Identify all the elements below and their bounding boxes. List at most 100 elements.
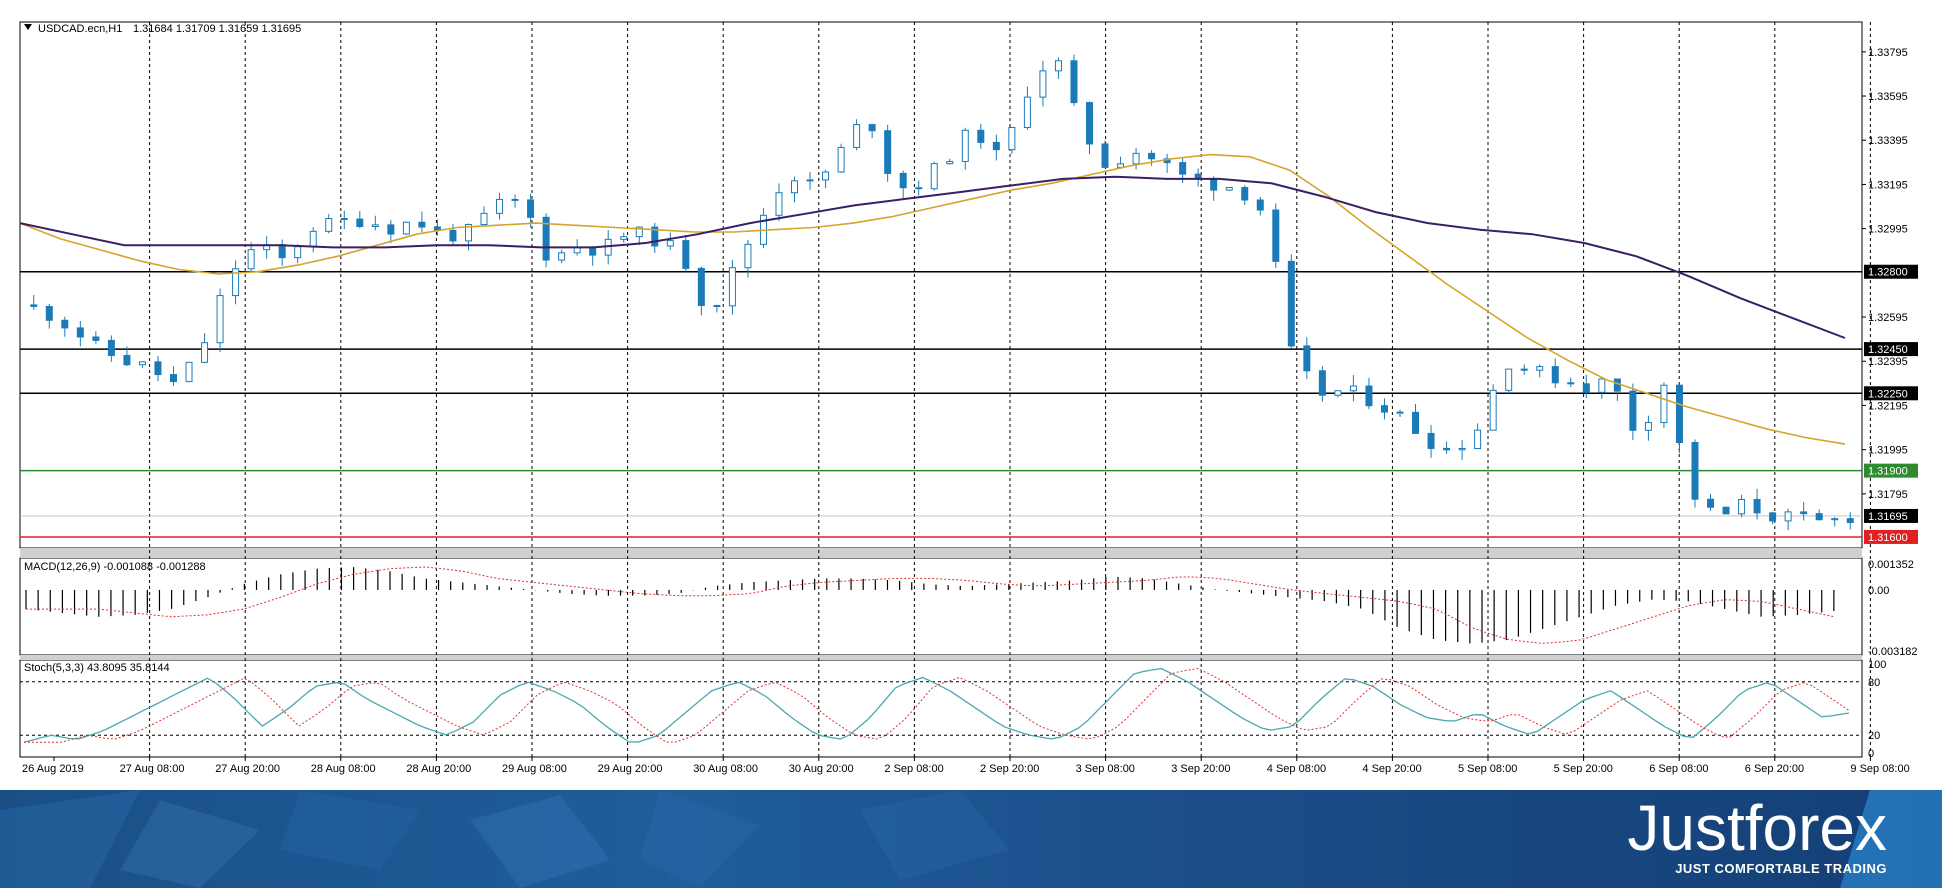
time-tick-label: 29 Aug 20:00 xyxy=(598,763,663,775)
candle-body xyxy=(30,304,38,307)
panel-separator xyxy=(20,655,1862,660)
candle-body xyxy=(1349,385,1357,392)
candle-body xyxy=(402,221,410,235)
candle-body xyxy=(744,243,752,269)
price-tick-label: 1.33195 xyxy=(1868,179,1908,191)
panel-frame xyxy=(19,557,1863,656)
candle-body xyxy=(1815,513,1823,521)
candle-body xyxy=(992,141,1000,151)
candle-body xyxy=(930,163,938,190)
candle-body xyxy=(946,160,954,165)
candle-body xyxy=(1148,152,1156,160)
panel-frame xyxy=(19,659,1863,758)
candle-body xyxy=(1412,411,1420,434)
candle-body xyxy=(1070,60,1078,104)
macd-title: MACD(12,26,9) -0.001088 -0.001288 xyxy=(24,561,206,573)
candle-body xyxy=(1738,498,1746,515)
price-levels: 1.32800 1.32450 1.32250 1.31900 1.31695 1.316… xyxy=(20,264,1918,544)
chart-symbol-label: USDCAD.ecn,H1 xyxy=(38,23,122,35)
trading-chart: 1.32800 1.32450 1.32250 1.31900 1.31695 1.316… xyxy=(19,21,1918,775)
candle-body xyxy=(1707,498,1715,508)
price-level-badge xyxy=(1864,529,1918,544)
candle-body xyxy=(899,172,907,189)
candle-body xyxy=(635,226,643,238)
candle-body xyxy=(1023,96,1031,129)
candle-body xyxy=(1520,368,1528,371)
stochastic-panel: 100 80 20 0 xyxy=(20,659,1886,760)
candle-body xyxy=(620,236,628,240)
price-level-label: 1.31900 xyxy=(1868,466,1908,478)
candle-body xyxy=(216,295,224,344)
candle-body xyxy=(1054,60,1062,72)
candle-body xyxy=(697,267,705,307)
macd-tick-label: 0.001352 xyxy=(1868,559,1914,571)
candle-body xyxy=(728,267,736,307)
candle-body xyxy=(185,361,193,383)
candle-body xyxy=(1241,187,1249,201)
candle-body xyxy=(232,268,240,297)
price-level-badge xyxy=(1864,508,1918,523)
stoch-signal-line xyxy=(24,667,1850,743)
price-level-badge xyxy=(1864,264,1918,279)
brand-name: Justforex xyxy=(1627,792,1887,864)
price-tick-label: 1.33795 xyxy=(1868,47,1908,59)
candle-body xyxy=(527,199,535,218)
price-tick-label: 1.33395 xyxy=(1868,135,1908,147)
stoch-tick-label: 0 xyxy=(1868,748,1874,760)
candle-body xyxy=(837,146,845,173)
price-level-label: 1.32450 xyxy=(1868,344,1908,356)
candle-body xyxy=(1458,448,1466,451)
footer-decoration-icon xyxy=(0,790,1942,888)
candle-body xyxy=(977,129,985,143)
stoch-tick-label: 20 xyxy=(1868,730,1880,742)
candle-body xyxy=(1644,422,1652,431)
time-tick-label: 28 Aug 08:00 xyxy=(311,763,376,775)
price-level-label: 1.32800 xyxy=(1868,267,1908,279)
candle-body xyxy=(822,171,830,181)
candle-body xyxy=(1769,512,1777,522)
candle-body xyxy=(1582,383,1590,393)
price-tick-label: 1.33595 xyxy=(1868,91,1908,103)
candle-body xyxy=(1225,187,1233,191)
candle-body xyxy=(1427,432,1435,449)
candle-body xyxy=(169,374,177,383)
panel-separator xyxy=(20,548,1862,558)
candle-body xyxy=(1443,447,1451,451)
candle-body xyxy=(1101,143,1109,168)
candle-body xyxy=(76,327,84,338)
price-tick-label: 1.32595 xyxy=(1868,312,1908,324)
chart-menu-triangle-icon[interactable] xyxy=(24,24,32,30)
candle-body xyxy=(340,218,348,221)
candle-body xyxy=(806,179,814,182)
time-tick-label: 5 Sep 08:00 xyxy=(1458,763,1517,775)
candle-body xyxy=(1722,506,1730,515)
time-tick-label: 30 Aug 08:00 xyxy=(693,763,758,775)
moving-average-fast xyxy=(19,153,1846,445)
time-tick-label: 26 Aug 2019 xyxy=(22,763,84,775)
candle-body xyxy=(1489,389,1497,431)
candle-body xyxy=(1008,127,1016,151)
candle-body xyxy=(1800,511,1808,515)
candle-body xyxy=(1505,368,1513,391)
stoch-main-line xyxy=(23,667,1850,743)
candle-body xyxy=(464,224,472,242)
price-tick-label: 1.31795 xyxy=(1868,489,1908,501)
candle-body xyxy=(1536,366,1544,371)
candle-body xyxy=(1660,384,1668,424)
candle-body xyxy=(791,180,799,194)
price-tick-label: 1.32195 xyxy=(1868,400,1908,412)
candle-body xyxy=(92,336,100,341)
candle-body xyxy=(325,218,333,232)
time-tick-label: 30 Aug 20:00 xyxy=(789,763,854,775)
brand-tagline: JUST COMFORTABLE TRADING xyxy=(1675,861,1887,876)
candle-body xyxy=(1303,345,1311,372)
candle-body xyxy=(1272,209,1280,262)
time-tick-label: 29 Aug 08:00 xyxy=(502,763,567,775)
macd-panel: 0.001352 0.00 -0.003182 xyxy=(25,559,1918,658)
price-level-label: 1.31600 xyxy=(1868,532,1908,544)
candlestick-series xyxy=(30,54,1854,531)
candle-body xyxy=(1567,382,1575,385)
candle-body xyxy=(542,216,550,261)
candle-body xyxy=(309,230,317,248)
candle-body xyxy=(713,305,721,308)
